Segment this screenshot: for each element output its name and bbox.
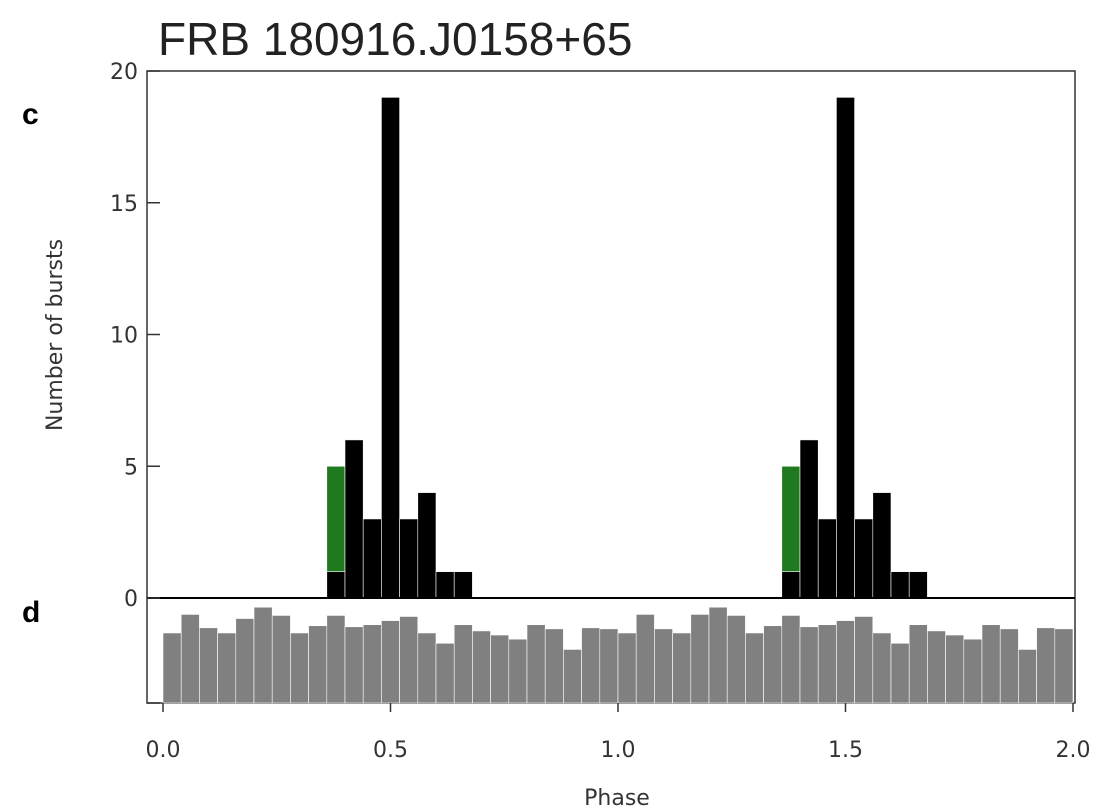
panel-label-d: d <box>22 596 40 629</box>
chart-title: FRB 180916.J0158+65 <box>158 13 632 65</box>
exposure-bar <box>417 632 437 704</box>
exposure-bar <box>490 634 510 704</box>
exposure-bar <box>453 624 473 704</box>
exposure-bar <box>654 628 673 704</box>
burst-count-bar <box>836 97 855 599</box>
exposure-bar <box>635 614 655 704</box>
burst-count-bar <box>817 518 837 599</box>
exposure-bar <box>563 649 582 704</box>
exposure-bar <box>399 616 419 704</box>
exposure-bar <box>217 632 237 704</box>
burst-count-bar <box>435 571 455 599</box>
exposure-bar <box>344 626 364 704</box>
y-tick-label: 20 <box>110 60 138 85</box>
x-tick-label: 2.0 <box>1056 738 1091 763</box>
exposure-bar <box>235 618 255 704</box>
y-axis-label: Number of bursts <box>43 239 68 431</box>
burst-count-bar <box>453 571 473 599</box>
exposure-bar <box>672 632 692 704</box>
burst-count-bar <box>854 518 874 599</box>
exposure-bar <box>1054 628 1074 704</box>
exposure-bar <box>763 625 783 704</box>
exposure-bar <box>308 625 328 704</box>
burst-count-bar <box>399 518 419 599</box>
x-tick-label: 1.5 <box>828 738 863 763</box>
burst-count-bar <box>908 571 928 599</box>
exposure-bar <box>526 624 546 704</box>
exposure-bar <box>472 630 491 704</box>
burst-count-bar <box>381 97 400 599</box>
burst-count-bar <box>362 518 382 599</box>
exposure-bar <box>362 624 382 704</box>
exposure-bar <box>253 606 273 704</box>
exposure-bar <box>381 620 400 704</box>
exposure-bar <box>581 627 601 704</box>
burst-count-bar <box>872 492 892 599</box>
exposure-bar <box>945 634 965 704</box>
exposure-bar <box>799 626 819 704</box>
exposure-bar <box>817 624 837 704</box>
exposure-bar <box>708 606 728 704</box>
burst-count-bar <box>326 465 346 572</box>
exposure-bar <box>908 624 928 704</box>
exposure-bar <box>162 632 182 704</box>
exposure-bar <box>963 638 983 704</box>
exposure-bar <box>508 638 528 704</box>
exposure-bar <box>290 632 309 704</box>
x-axis-label: Phase <box>584 786 650 810</box>
burst-count-bar <box>417 492 437 599</box>
x-tick-label: 0.0 <box>146 738 181 763</box>
exposure-bar <box>180 614 200 704</box>
y-tick-label: 15 <box>110 192 138 217</box>
exposure-bar <box>1018 649 1037 704</box>
exposure-bar <box>726 615 746 704</box>
panel-d-bars <box>162 606 1074 704</box>
plot-frame <box>146 70 1076 704</box>
exposure-bar <box>271 615 291 704</box>
burst-count-bar <box>344 439 364 599</box>
exposure-bar <box>854 616 874 704</box>
y-tick-label: 0 <box>124 587 138 612</box>
exposure-bar <box>617 632 637 704</box>
exposure-bar <box>890 642 910 704</box>
exposure-bar <box>690 614 710 704</box>
exposure-bar <box>544 628 564 704</box>
exposure-bar <box>872 632 892 704</box>
exposure-bar <box>981 624 1001 704</box>
exposure-bar <box>927 630 946 704</box>
x-tick-label: 0.5 <box>373 738 408 763</box>
exposure-bar <box>745 632 764 704</box>
exposure-bar <box>999 628 1019 704</box>
y-axis-ticks: 0 5 10 15 20 <box>110 60 160 704</box>
burst-count-bar <box>781 571 801 599</box>
exposure-bar <box>599 628 619 704</box>
exposure-bar <box>199 627 218 704</box>
x-tick-label: 1.0 <box>601 738 636 763</box>
burst-count-bar <box>781 465 801 572</box>
burst-count-bar <box>799 439 819 599</box>
y-tick-label: 5 <box>124 455 138 480</box>
exposure-bar <box>435 642 455 704</box>
title-background <box>150 6 712 70</box>
exposure-bar <box>326 615 346 704</box>
y-tick-label: 10 <box>110 324 138 349</box>
burst-count-bar <box>326 571 346 599</box>
panel-label-c: c <box>22 98 39 131</box>
exposure-bar <box>781 615 801 704</box>
exposure-bar <box>1036 627 1056 704</box>
panel-c-bars <box>326 97 928 599</box>
exposure-bar <box>836 620 855 704</box>
burst-count-bar <box>890 571 910 599</box>
x-axis-ticks: 0.0 0.5 1.0 1.5 2.0 <box>146 703 1091 763</box>
